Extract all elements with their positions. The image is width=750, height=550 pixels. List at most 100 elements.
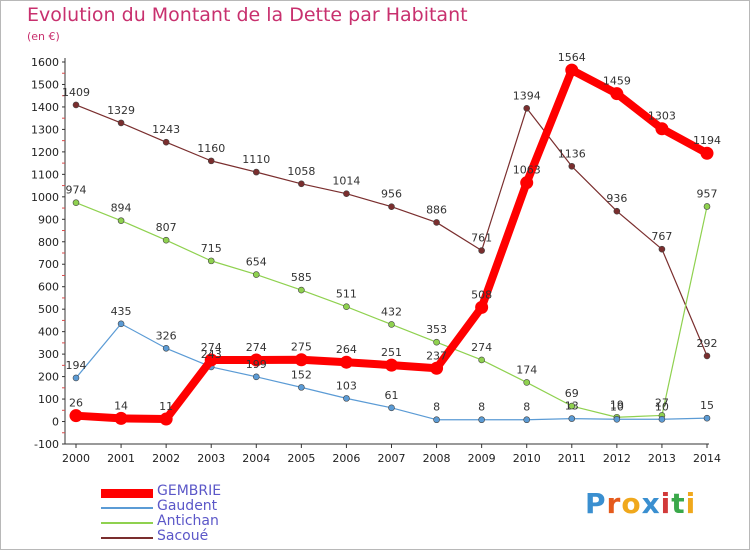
- data-point: [252, 168, 260, 176]
- data-point: [298, 286, 305, 294]
- data-label: 199: [246, 358, 267, 371]
- data-label: 13: [565, 400, 579, 413]
- data-label: 26: [69, 397, 83, 410]
- data-label: 8: [523, 401, 530, 414]
- legend-label: GEMBRIE: [157, 483, 222, 499]
- data-point: [658, 245, 666, 253]
- data-label: 654: [246, 256, 267, 269]
- data-point: [249, 353, 263, 367]
- data-point: [159, 412, 173, 426]
- data-label: 274: [246, 341, 267, 354]
- logo-letter: i: [660, 487, 672, 520]
- data-point: [117, 119, 125, 127]
- data-label: 174: [516, 363, 537, 376]
- data-label: 1160: [197, 142, 225, 155]
- data-label: 886: [426, 203, 447, 216]
- data-point: [388, 203, 395, 211]
- x-tick-label: 2012: [603, 452, 631, 465]
- data-label: 19: [610, 398, 624, 411]
- logo-letter: t: [671, 487, 686, 520]
- data-label: 957: [697, 187, 718, 200]
- data-point: [388, 404, 395, 412]
- data-label: 11: [159, 400, 173, 413]
- y-tick-label: 900: [38, 213, 59, 226]
- data-point: [69, 409, 83, 423]
- y-tick-label: 1600: [31, 56, 59, 69]
- data-label: 974: [66, 184, 87, 197]
- data-label: 10: [655, 400, 669, 413]
- y-tick-label: 600: [38, 281, 59, 294]
- data-label: 8: [478, 401, 485, 414]
- x-tick-label: 2014: [693, 452, 721, 465]
- data-point: [475, 300, 489, 314]
- data-label: 275: [291, 341, 312, 354]
- unit-label: (en €): [27, 30, 60, 43]
- y-tick-label: 400: [38, 326, 59, 339]
- data-point: [568, 402, 576, 410]
- x-tick-label: 2004: [242, 452, 270, 465]
- data-point: [162, 344, 170, 352]
- y-tick-label: 700: [38, 258, 59, 271]
- y-tick-label: 500: [38, 303, 59, 316]
- data-label: 767: [651, 230, 672, 243]
- data-label: 292: [697, 337, 718, 350]
- data-point: [72, 374, 80, 382]
- data-label: 274: [201, 341, 222, 354]
- logo-letter: P: [585, 487, 607, 520]
- data-point: [388, 321, 395, 328]
- data-label: 237: [426, 349, 447, 362]
- data-point: [339, 355, 353, 369]
- x-tick-label: 2013: [648, 452, 676, 465]
- data-label: 69: [565, 387, 579, 400]
- data-label: 807: [156, 221, 177, 234]
- data-point: [520, 176, 534, 190]
- legend-swatch: [101, 537, 153, 539]
- data-label: 15: [700, 399, 714, 412]
- legend-swatch: [101, 522, 153, 524]
- data-label: 1303: [648, 110, 676, 123]
- data-label: 1058: [287, 165, 315, 178]
- data-label: 264: [336, 343, 357, 356]
- data-point: [252, 271, 260, 278]
- y-tick-label: 300: [38, 348, 59, 361]
- data-point: [568, 415, 576, 422]
- data-label: 61: [385, 389, 399, 402]
- data-point: [703, 203, 711, 210]
- data-label: 435: [111, 305, 132, 318]
- data-point: [117, 320, 125, 328]
- data-label: 274: [471, 341, 492, 354]
- data-point: [207, 157, 215, 165]
- data-label: 585: [291, 271, 312, 284]
- data-point: [433, 219, 440, 226]
- data-point: [204, 353, 218, 367]
- y-tick-label: 1500: [31, 78, 59, 91]
- x-tick-label: 2000: [62, 452, 90, 465]
- data-point: [703, 352, 711, 360]
- x-tick-label: 2006: [332, 452, 360, 465]
- data-label: 326: [156, 329, 177, 342]
- data-point: [294, 353, 308, 367]
- data-point: [610, 87, 624, 101]
- data-point: [478, 247, 485, 254]
- data-point: [298, 180, 305, 188]
- data-label: 8: [433, 401, 440, 414]
- proxiti-logo: Proxiti: [585, 487, 696, 520]
- data-label: 251: [381, 346, 402, 359]
- legend-label: Gaudent: [157, 498, 218, 514]
- x-tick-label: 2008: [423, 452, 451, 465]
- y-tick-label: 1400: [31, 101, 59, 114]
- data-label: 1110: [242, 153, 270, 166]
- y-tick-label: 1000: [31, 191, 59, 204]
- x-tick-label: 2011: [558, 452, 586, 465]
- x-tick-label: 2002: [152, 452, 180, 465]
- chart-title: Evolution du Montant de la Dette par Hab…: [27, 4, 468, 26]
- logo-letter: i: [685, 487, 697, 520]
- data-point: [703, 414, 711, 422]
- data-label: 1409: [62, 86, 90, 99]
- legend-swatch: [101, 507, 153, 509]
- data-label: 1243: [152, 123, 180, 136]
- data-point: [655, 122, 669, 136]
- data-point: [523, 416, 531, 424]
